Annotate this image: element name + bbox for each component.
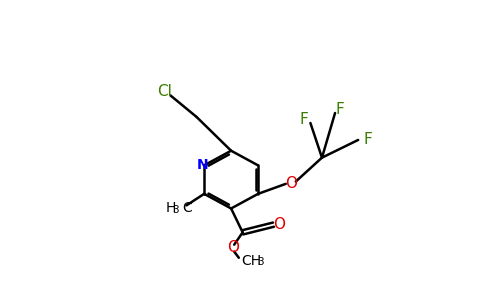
Text: N: N [197,158,209,172]
Text: F: F [300,112,309,127]
Text: H: H [166,202,177,215]
Text: F: F [335,102,344,117]
Text: 3: 3 [257,257,264,267]
Text: CH: CH [241,254,261,268]
Text: O: O [285,176,297,191]
Text: O: O [273,217,286,232]
Text: F: F [363,132,372,147]
Text: O: O [227,240,239,255]
Text: 3: 3 [172,205,179,215]
Text: C: C [182,202,192,215]
Text: Cl: Cl [157,84,171,99]
